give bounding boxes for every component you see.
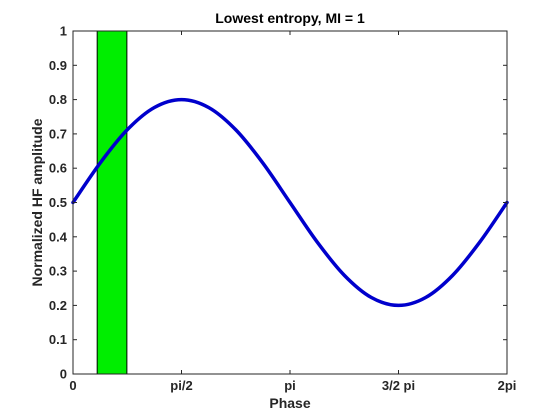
x-tick-label: pi bbox=[284, 378, 296, 393]
y-tick-label: 0.4 bbox=[49, 229, 68, 244]
tick-layer: 0 pi/2 pi 3/2 pi 2pi 0 0.1 0.2 0.3 0.4 0.5 0.6 0.7 0.… bbox=[49, 24, 516, 394]
x-axis-label: Phase bbox=[269, 395, 310, 411]
highlight-band bbox=[96, 30, 128, 375]
y-tick-label: 0.2 bbox=[49, 298, 67, 313]
series-line-0 bbox=[71, 97, 509, 308]
x-tick-label: 2pi bbox=[498, 378, 517, 393]
chart-title: Lowest entropy, MI = 1 bbox=[215, 10, 365, 26]
y-tick-label: 0.3 bbox=[49, 264, 67, 279]
y-tick-label: 0.8 bbox=[49, 92, 67, 107]
y-tick-label: 0.5 bbox=[49, 195, 67, 210]
x-tick-label: 0 bbox=[69, 378, 76, 393]
y-axis-label: Normalized HF amplitude bbox=[29, 118, 45, 286]
x-tick-label: 3/2 pi bbox=[382, 378, 415, 393]
y-tick-label: 0 bbox=[60, 367, 67, 382]
y-tick-label: 0.9 bbox=[49, 58, 67, 73]
y-tick-label: 0.1 bbox=[49, 332, 67, 347]
highlight-band-layer bbox=[96, 30, 128, 375]
series-layer bbox=[71, 97, 509, 308]
x-tick-label: pi/2 bbox=[170, 378, 192, 393]
y-tick-label: 0.7 bbox=[49, 126, 67, 141]
y-tick-label: 0.6 bbox=[49, 161, 67, 176]
y-tick-label: 1 bbox=[60, 24, 67, 39]
